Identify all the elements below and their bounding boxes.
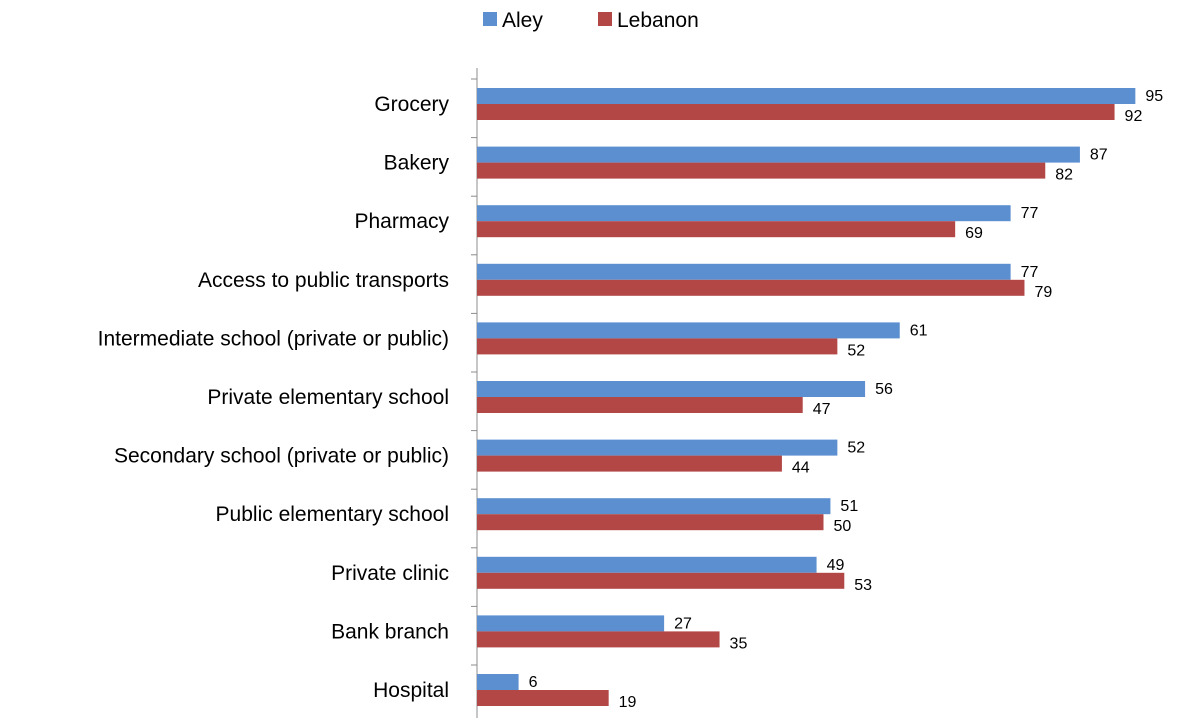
bar-lebanon	[477, 690, 609, 706]
bar-aley	[477, 205, 1011, 222]
category-labels: Grocery Bakery Pharmacy Access to public tr…	[98, 93, 450, 702]
data-label-lebanon: 44	[792, 460, 810, 477]
bar-lebanon	[477, 279, 1025, 296]
bar-aley	[477, 146, 1080, 163]
bar-aley	[477, 88, 1136, 104]
data-label-aley: 61	[910, 322, 928, 339]
category-label: Bakery	[384, 152, 450, 175]
data-label-lebanon: 50	[834, 518, 852, 535]
data-label-lebanon: 92	[1125, 108, 1143, 125]
legend-swatch-aley	[483, 12, 497, 26]
data-label-aley: 52	[847, 440, 865, 457]
bar-aley	[477, 498, 831, 515]
bar-lebanon	[477, 162, 1046, 179]
category-label: Public elementary school	[216, 503, 449, 526]
bar-lebanon	[477, 455, 782, 472]
data-label-aley: 56	[875, 381, 893, 398]
legend-label-aley: Aley	[502, 9, 543, 32]
category-label: Intermediate school (private or public)	[98, 327, 449, 350]
bar-aley	[477, 263, 1011, 280]
bar-aley	[477, 615, 665, 632]
data-label-lebanon: 35	[730, 635, 748, 652]
bar-aley	[477, 556, 817, 573]
bar-lebanon	[477, 631, 720, 648]
category-label: Secondary school (private or public)	[114, 445, 449, 468]
data-label-aley: 77	[1021, 264, 1039, 281]
category-label: Private clinic	[331, 562, 449, 585]
data-label-lebanon: 79	[1034, 284, 1052, 301]
data-label-lebanon: 52	[847, 342, 865, 359]
data-label-lebanon: 69	[965, 225, 983, 242]
data-label-lebanon: 19	[619, 694, 637, 711]
legend-swatch-lebanon	[598, 12, 612, 26]
category-axis	[471, 68, 478, 718]
data-label-aley: 49	[827, 557, 845, 574]
category-label: Grocery	[374, 93, 449, 116]
bar-aley	[477, 381, 866, 397]
data-label-aley: 6	[529, 674, 538, 691]
data-label-aley: 77	[1021, 205, 1039, 222]
bar-lebanon	[477, 397, 803, 413]
category-label: Private elementary school	[207, 386, 449, 409]
category-label: Bank branch	[331, 620, 449, 643]
bar-lebanon	[477, 572, 845, 589]
bar-aley	[477, 439, 838, 456]
data-label-aley: 51	[840, 498, 858, 515]
bars	[477, 88, 1136, 706]
data-label-lebanon: 47	[813, 401, 831, 418]
data-label-aley: 95	[1145, 88, 1163, 105]
data-label-aley: 27	[674, 615, 692, 632]
bar-lebanon	[477, 338, 838, 355]
legend: Aley Lebanon	[483, 9, 699, 32]
bar-aley	[477, 322, 900, 339]
data-label-lebanon: 53	[854, 577, 872, 594]
legend-label-lebanon: Lebanon	[617, 9, 699, 32]
data-label-lebanon: 82	[1055, 167, 1073, 184]
bar-lebanon	[477, 221, 956, 238]
category-label: Hospital	[373, 679, 449, 702]
data-label-aley: 87	[1090, 147, 1108, 164]
bar-aley	[477, 674, 519, 690]
bar-lebanon	[477, 514, 824, 531]
bar-lebanon	[477, 104, 1115, 120]
category-label: Pharmacy	[354, 210, 449, 233]
category-label: Access to public transports	[198, 269, 449, 292]
